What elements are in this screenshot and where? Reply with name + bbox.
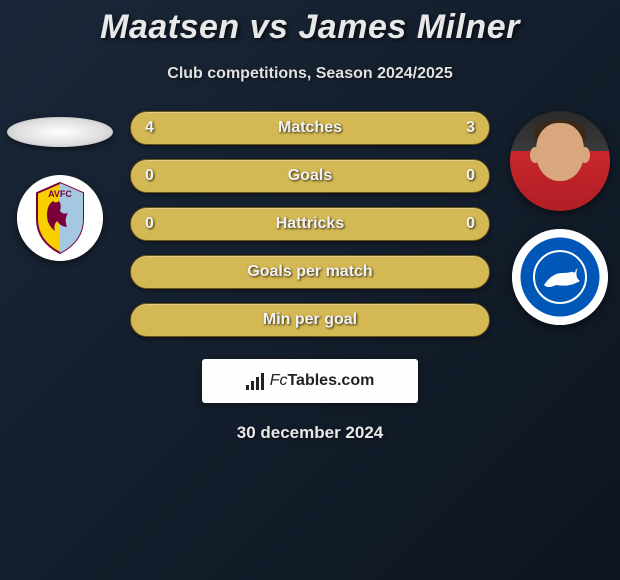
avfc-crest-icon: AVFC <box>17 175 103 261</box>
watermark: FcTables.com <box>202 359 418 403</box>
subtitle: Club competitions, Season 2024/2025 <box>0 65 620 83</box>
club-badge-right: BRIGHTON & HOVE ALBION <box>512 229 608 325</box>
main-row: AVFC 4 Matches 3 0 Goals 0 0 Hattricks 0 <box>0 111 620 337</box>
brighton-crest-icon: BRIGHTON & HOVE ALBION <box>512 229 608 325</box>
stat-label: Goals <box>288 167 332 185</box>
player-left-photo-placeholder <box>7 117 113 147</box>
stat-left-value: 0 <box>145 215 165 233</box>
watermark-prefix: Fc <box>270 372 288 389</box>
right-column: BRIGHTON & HOVE ALBION <box>500 111 620 325</box>
stat-row-gpm: Goals per match <box>130 255 490 289</box>
player-right-photo <box>510 111 610 211</box>
stat-right-value: 0 <box>455 215 475 233</box>
stat-right-value: 0 <box>455 167 475 185</box>
player-ear-icon <box>530 147 540 163</box>
stat-label: Min per goal <box>263 311 357 329</box>
page-title: Maatsen vs James Milner <box>0 8 620 47</box>
stat-row-matches: 4 Matches 3 <box>130 111 490 145</box>
stat-left-value: 4 <box>145 119 165 137</box>
left-column: AVFC <box>0 111 120 261</box>
club-badge-left: AVFC <box>17 175 103 261</box>
stats-column: 4 Matches 3 0 Goals 0 0 Hattricks 0 Goal… <box>120 111 500 337</box>
stat-left-value: 0 <box>145 167 165 185</box>
stat-label: Matches <box>278 119 342 137</box>
bars-icon <box>246 372 264 390</box>
comparison-card: Maatsen vs James Milner Club competition… <box>0 0 620 443</box>
player-face-icon <box>536 123 584 181</box>
stat-row-goals: 0 Goals 0 <box>130 159 490 193</box>
stat-right-value: 3 <box>455 119 475 137</box>
player-ear-icon <box>580 147 590 163</box>
stat-row-hattricks: 0 Hattricks 0 <box>130 207 490 241</box>
watermark-suffix: Tables.com <box>287 372 374 389</box>
watermark-text: FcTables.com <box>270 372 375 390</box>
stat-row-mpg: Min per goal <box>130 303 490 337</box>
date-text: 30 december 2024 <box>0 423 620 443</box>
svg-text:AVFC: AVFC <box>48 189 72 199</box>
stat-label: Goals per match <box>247 263 372 281</box>
stat-label: Hattricks <box>276 215 344 233</box>
